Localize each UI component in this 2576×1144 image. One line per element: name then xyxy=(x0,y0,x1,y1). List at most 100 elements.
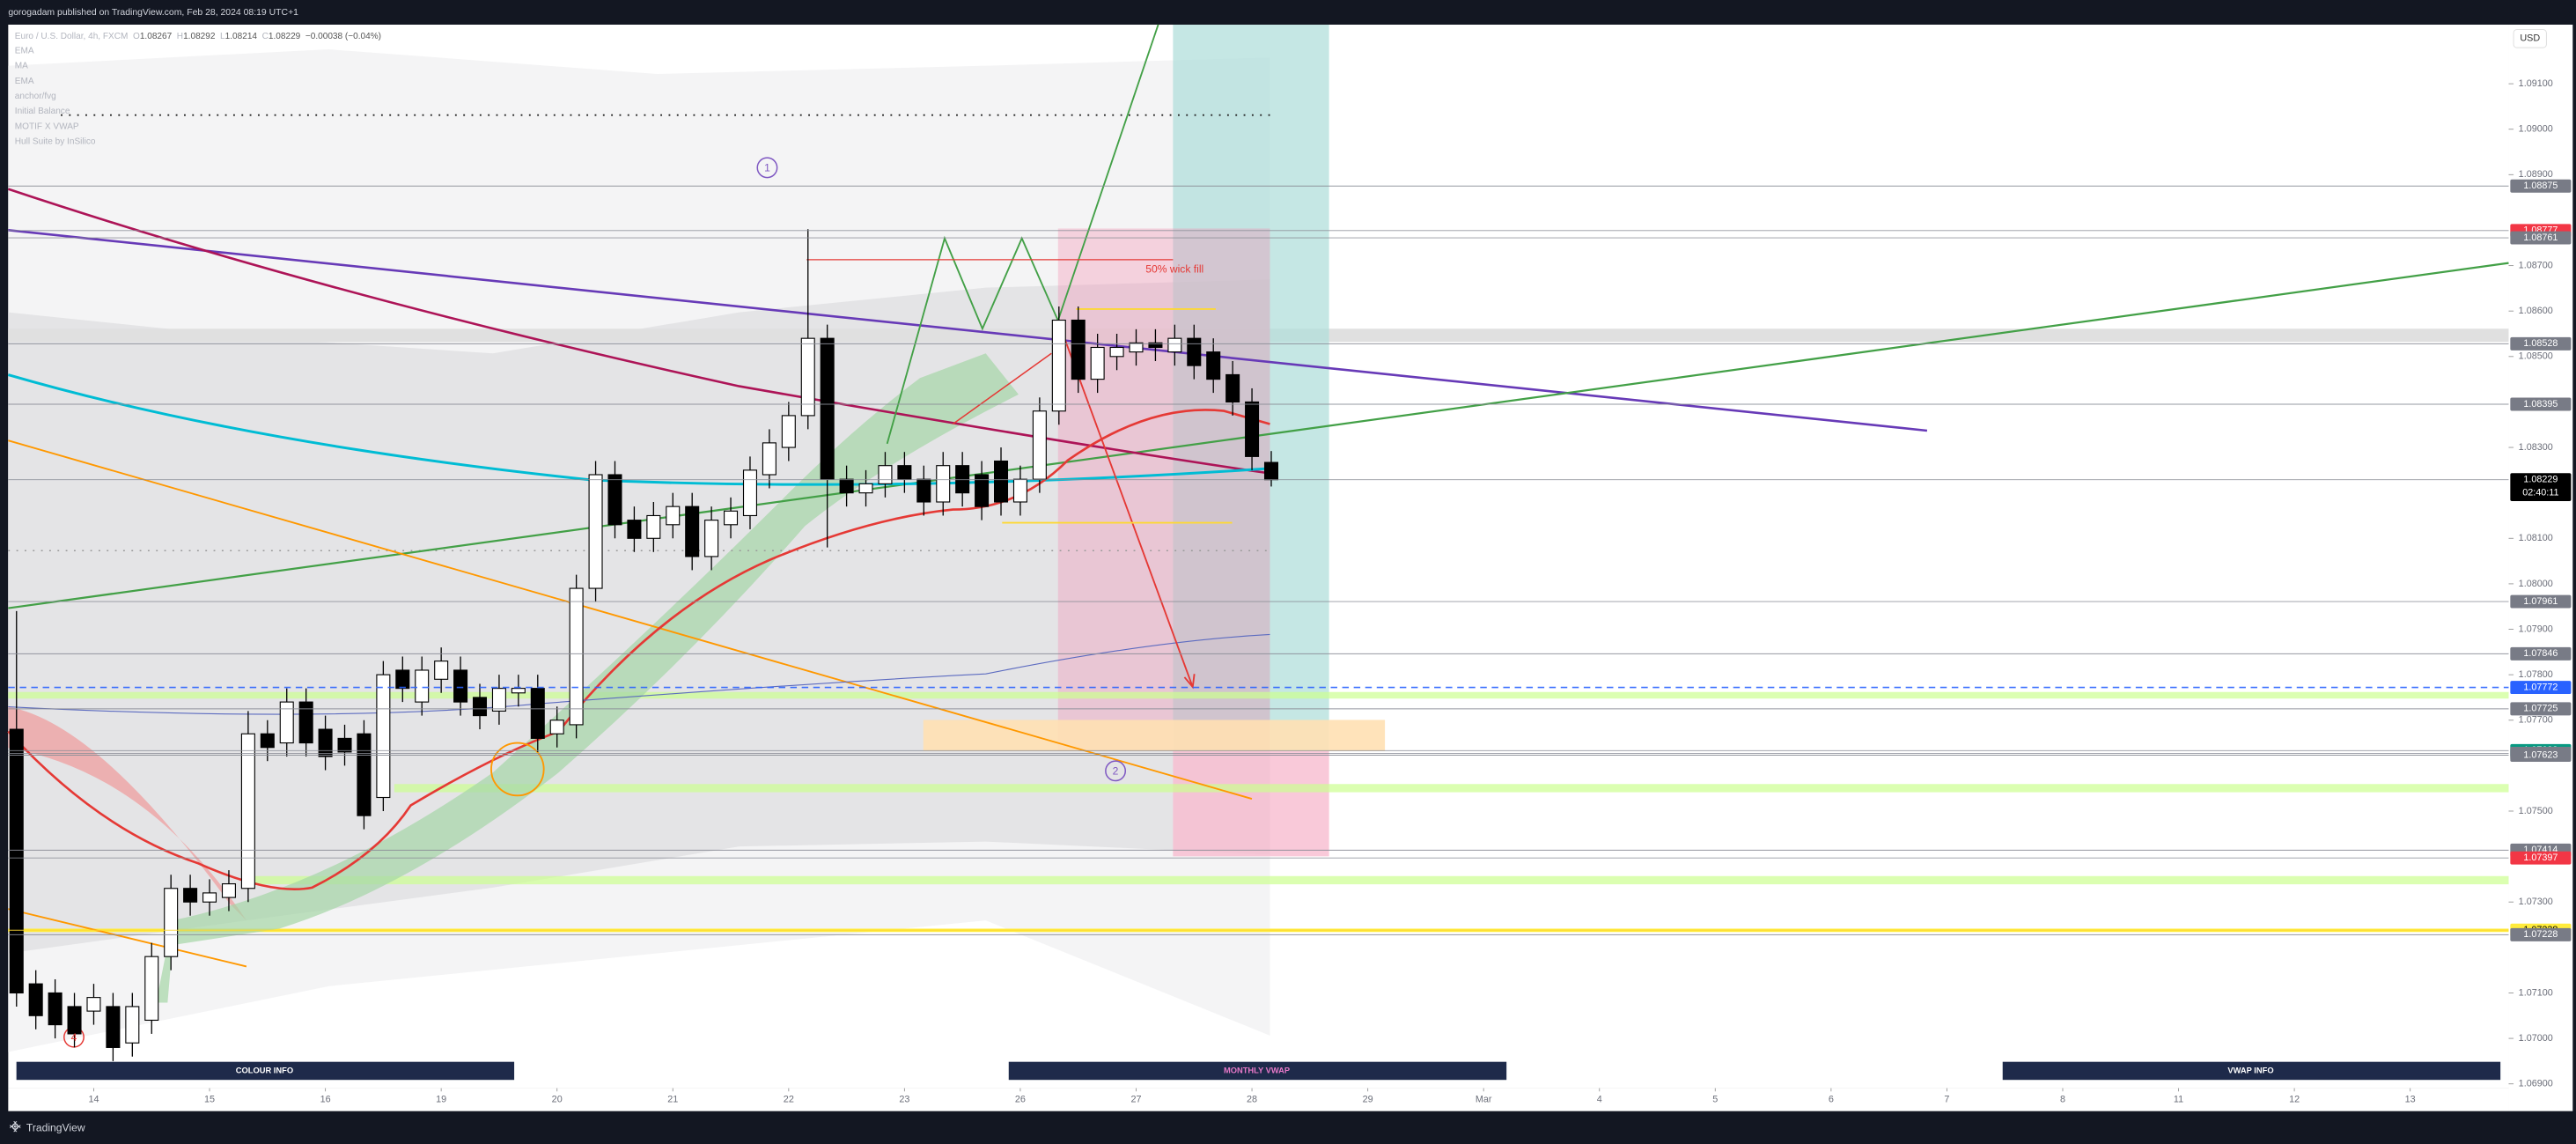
candle-body xyxy=(221,883,236,898)
candle-body xyxy=(858,483,873,494)
candle-body xyxy=(549,720,564,734)
x-tick-label: 13 xyxy=(2405,1094,2416,1104)
trend-line xyxy=(8,439,1253,800)
price-badge-label: 1.07228 xyxy=(2523,929,2558,940)
price-badge xyxy=(2510,749,2572,762)
short-zone xyxy=(1057,228,1270,751)
candle-body xyxy=(607,474,622,526)
candle-body xyxy=(125,1006,140,1044)
candle-body xyxy=(28,983,43,1016)
footer-brand: TradingView xyxy=(26,1121,85,1133)
candle-body xyxy=(511,688,526,694)
ohlc-value: 1.08292 xyxy=(183,32,216,41)
candle-body xyxy=(240,733,255,889)
button-label[interactable]: MONTHLY VWAP xyxy=(1224,1066,1290,1074)
price-badge xyxy=(2510,594,2572,609)
x-tick-label: 23 xyxy=(899,1094,909,1104)
candle-body xyxy=(1225,373,1240,402)
currency-button[interactable] xyxy=(2513,29,2547,48)
indicator-name: MOTIF X VWAP xyxy=(15,122,79,131)
candle-body xyxy=(781,415,796,448)
candle-body xyxy=(1206,351,1221,380)
x-tick-label: 11 xyxy=(2174,1094,2183,1104)
symbol-info: Euro / U.S. Dollar, 4h, FXCM O1.08267 H1.0… xyxy=(15,32,381,41)
x-tick-label: 4 xyxy=(1597,1094,1602,1104)
x-tick-label: 5 xyxy=(1712,1094,1718,1104)
arrow xyxy=(952,352,1052,425)
x-tick-label: 8 xyxy=(2060,1094,2065,1104)
candle-body xyxy=(1071,319,1086,380)
price-badge xyxy=(2510,702,2572,716)
candle-body xyxy=(376,674,391,799)
indicator-name: Hull Suite by InSilico xyxy=(15,137,96,147)
price-badge xyxy=(2510,397,2572,411)
highlight-circle xyxy=(490,742,545,797)
candle-body xyxy=(453,669,468,703)
stop-zone xyxy=(1173,750,1329,857)
marks: 1.09100 1.09000 1.08900 1.08700 1.08600 1.085… xyxy=(8,78,2572,1104)
annotation: 1 xyxy=(764,162,770,174)
annotation: 50% wick fill xyxy=(1145,262,1203,275)
price-badge-label: 1.08528 xyxy=(2523,338,2558,349)
info-button[interactable] xyxy=(2002,1061,2501,1081)
y-tick-label: 1.08300 xyxy=(2519,442,2553,453)
indicator-name: anchor/fvg xyxy=(15,92,56,101)
candle-body xyxy=(588,474,603,589)
info-button[interactable] xyxy=(1008,1061,1507,1081)
y-tick-label: 1.07300 xyxy=(2519,897,2553,907)
price-badge-label: 1.07623 xyxy=(2523,749,2558,760)
level-band xyxy=(8,691,2509,699)
price-badge xyxy=(2510,927,2572,941)
level-band xyxy=(246,875,2509,885)
candle-body xyxy=(298,701,313,744)
candle-body xyxy=(627,520,642,539)
price-badge-label: 1.07846 xyxy=(2523,648,2558,659)
price-badge-label: 1.07397 xyxy=(2523,852,2558,863)
indicator-name: MA xyxy=(15,62,28,71)
candle-body xyxy=(916,478,931,503)
button-label[interactable]: COLOUR INFO xyxy=(236,1066,293,1074)
trend-line xyxy=(8,908,247,968)
candle-body xyxy=(569,587,584,726)
annotation: 2 xyxy=(1113,764,1119,777)
ohlc-value: 1.08214 xyxy=(225,32,258,41)
candle-body xyxy=(164,888,179,957)
candle-body xyxy=(1032,410,1047,480)
y-tick-label: 1.08000 xyxy=(2519,579,2553,589)
indicator-list: EMA MA EMA anchor/fvg Initial Balance MOTIF X… xyxy=(15,47,96,147)
indicator-name: EMA xyxy=(15,77,34,86)
x-tick-label: 14 xyxy=(88,1094,99,1104)
candle-body xyxy=(1090,346,1105,380)
candle-body xyxy=(106,1006,121,1048)
candle-body xyxy=(472,697,488,717)
x-tick-label: 19 xyxy=(436,1094,446,1104)
annotation: 4 xyxy=(71,1031,77,1044)
time-axis xyxy=(8,1088,2509,1111)
x-tick-label: 21 xyxy=(667,1094,678,1104)
symbol: Euro / U.S. Dollar, 4h, FXCM xyxy=(15,32,129,41)
candle-body xyxy=(357,733,372,816)
candle-body xyxy=(975,474,990,507)
info-button[interactable] xyxy=(16,1061,515,1081)
ohlc-key: O xyxy=(133,32,140,41)
countdown: 02:40:11 xyxy=(2522,487,2558,498)
candle-body xyxy=(1148,342,1163,349)
x-tick-label: 26 xyxy=(1015,1094,1026,1104)
candle-body xyxy=(742,469,757,517)
x-tick-label: 27 xyxy=(1130,1094,1141,1104)
y-tick-label: 1.08500 xyxy=(2519,351,2553,362)
marker-circle xyxy=(1105,760,1127,782)
candle-body xyxy=(530,688,545,739)
candle-body xyxy=(48,992,63,1026)
y-tick-label: 1.07700 xyxy=(2519,715,2553,726)
candle-body xyxy=(704,520,719,557)
y-tick-label: 1.07000 xyxy=(2519,1033,2553,1044)
hull-band-red xyxy=(8,706,247,921)
y-tick-label: 1.06900 xyxy=(2519,1079,2553,1089)
button-label[interactable]: VWAP INFO xyxy=(2227,1066,2273,1074)
x-tick-label: 29 xyxy=(1363,1094,1373,1104)
vwap-line xyxy=(8,633,1270,715)
currency[interactable]: USD xyxy=(2520,33,2540,44)
y-tick-label: 1.09100 xyxy=(2519,78,2553,89)
